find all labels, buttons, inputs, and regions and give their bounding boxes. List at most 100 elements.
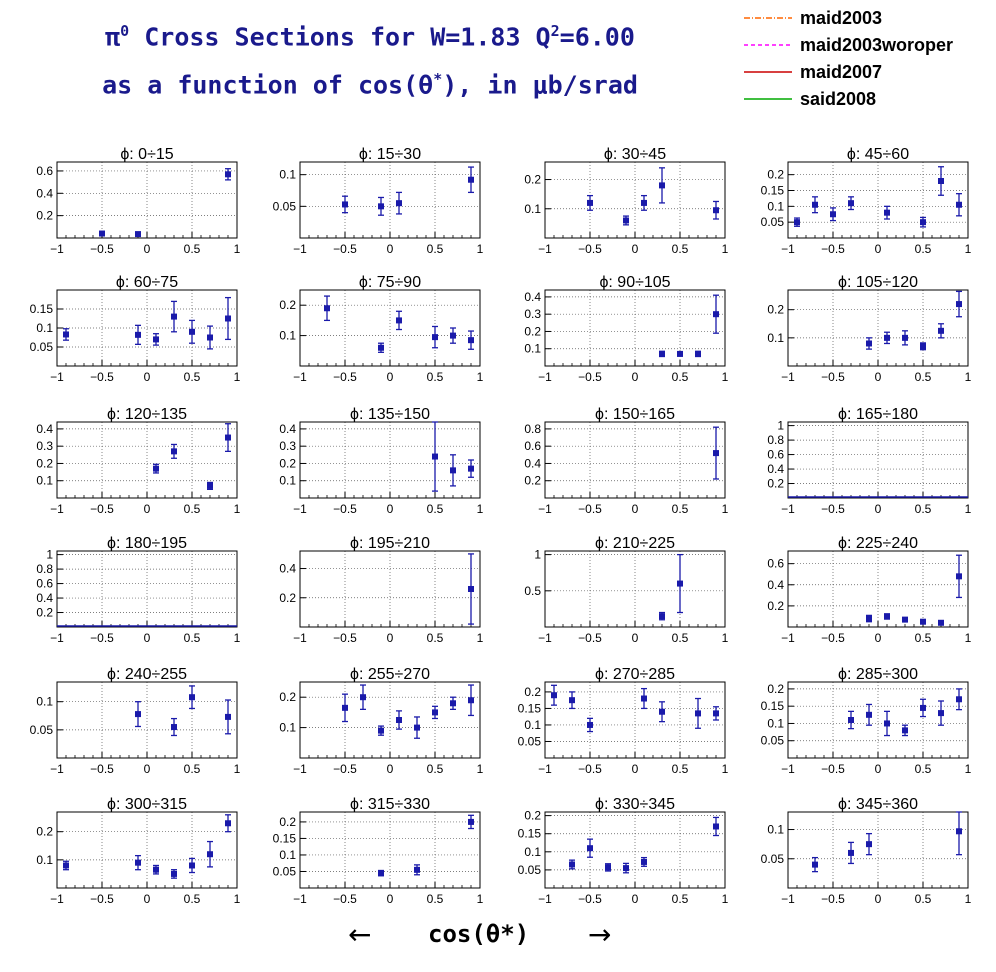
panel-title: ϕ: 75÷90 [359, 274, 421, 291]
x-tick-label: 0.5 [427, 502, 444, 516]
x-tick-label: −0.5 [821, 370, 845, 384]
x-tick-label: 0 [632, 370, 639, 384]
x-tick-label: 0 [632, 502, 639, 516]
data-point [135, 859, 141, 866]
panel-11: ϕ: 165÷180−1 −0.5 0 0.5 10.20.40.60.81 [767, 406, 971, 516]
y-tick-label: 0.15 [273, 831, 297, 845]
x-tick-label: −1 [50, 502, 64, 516]
panel-5: ϕ: 75÷90 −1 −0.5 0 0.5 1 0.1 0.2 [279, 274, 483, 384]
y-tick-label: 0.05 [30, 340, 54, 354]
y-tick-label: 0.1 [279, 721, 296, 735]
y-tick-label: 0.6 [767, 448, 784, 462]
x-tick-label: 1 [965, 502, 972, 516]
x-tick-label: 1 [722, 762, 729, 776]
data-point [713, 207, 719, 214]
data-point [920, 618, 926, 625]
x-tick-label: 0 [144, 762, 151, 776]
data-point [360, 694, 366, 701]
y-tick-label: 0.15 [518, 827, 542, 841]
y-tick-label: 0.1 [36, 695, 53, 709]
y-tick-label: 0.05 [761, 734, 785, 748]
x-tick-label: 1 [234, 762, 241, 776]
panel-4: ϕ: 60÷75 −1 −0.5 0 0.5 1 0.05 0.1 0.15 [30, 274, 241, 384]
x-tick-label: −0.5 [578, 892, 602, 906]
y-tick-label: 0.2 [36, 456, 53, 470]
x-tick-label: 0.5 [915, 762, 932, 776]
data-point [902, 727, 908, 734]
y-tick-label: 1 [777, 419, 784, 433]
data-point [866, 340, 872, 347]
y-tick-label: 0.05 [30, 723, 54, 737]
y-tick-label: 0.15 [30, 302, 54, 316]
x-tick-label: −1 [293, 631, 307, 645]
data-point [848, 717, 854, 723]
y-tick-label: 0.2 [524, 685, 541, 699]
y-tick-label: 0.2 [767, 477, 784, 491]
panel-title: ϕ: 0÷15 [120, 146, 173, 163]
legend-entry-3: said2008 [744, 87, 994, 114]
x-tick-label: 0 [144, 502, 151, 516]
panel-9: ϕ: 135÷150 −1 −0.5 0 0.5 1 0.1 0.2 0.3 0.4 [279, 406, 483, 516]
x-tick-label: 0 [387, 892, 394, 906]
x-tick-label: −1 [538, 370, 552, 384]
panel-14: ϕ: 210÷225 −1 −0.5 0 0.5 1 0.5 1 [524, 535, 728, 645]
data-point [135, 331, 141, 338]
x-tick-label: −1 [293, 892, 307, 906]
x-tick-label: 0 [632, 892, 639, 906]
data-point [153, 465, 159, 472]
x-tick-label: −0.5 [821, 631, 845, 645]
data-point [342, 704, 348, 711]
data-point [623, 865, 629, 872]
x-tick-label: 0 [632, 242, 639, 256]
x-axis-caption: ← cos(θ*) → [340, 918, 640, 958]
y-tick-label: 0.5 [524, 584, 541, 598]
x-tick-label: 1 [477, 631, 484, 645]
legend-line-swatch-icon [744, 17, 792, 19]
x-tick-label: 1 [722, 502, 729, 516]
x-tick-label: 0 [144, 242, 151, 256]
x-tick-label: 0 [875, 631, 882, 645]
x-tick-label: −0.5 [90, 631, 114, 645]
panel-title: ϕ: 120÷135 [107, 406, 187, 423]
plot-frame [544, 550, 726, 628]
panel-18: ϕ: 270÷285 −1 −0.5 0 0.5 1 0.05 0.1 0.15 0.2 [518, 666, 729, 776]
x-tick-label: −0.5 [90, 370, 114, 384]
x-tick-label: −0.5 [578, 502, 602, 516]
legend-line-swatch-icon [744, 71, 792, 73]
data-point [587, 199, 593, 206]
data-point [551, 692, 557, 699]
legend-label: maid2003woroper [800, 35, 954, 55]
x-tick-label: 1 [722, 370, 729, 384]
y-tick-label: 0.3 [524, 307, 541, 321]
data-point [938, 327, 944, 334]
y-tick-label: 0.3 [36, 439, 53, 453]
y-tick-label: 0.2 [36, 606, 53, 620]
y-tick-label: 0.2 [279, 690, 296, 704]
data-point [623, 217, 629, 224]
x-tick-label: 0 [144, 892, 151, 906]
y-tick-label: 0.1 [36, 321, 53, 335]
x-tick-label: −1 [781, 502, 795, 516]
y-tick-label: 0.4 [524, 456, 541, 470]
x-tick-label: 1 [722, 631, 729, 645]
data-point [641, 858, 647, 865]
data-point [848, 849, 854, 856]
data-point [189, 862, 195, 869]
x-tick-label: −1 [538, 762, 552, 776]
x-tick-label: 0.5 [915, 370, 932, 384]
data-point [189, 328, 195, 335]
x-tick-label: 0 [875, 502, 882, 516]
x-tick-label: −1 [293, 370, 307, 384]
data-point [956, 301, 962, 308]
panel-title: ϕ: 240÷255 [107, 666, 187, 683]
y-tick-label: 0.05 [761, 215, 785, 229]
data-point [920, 704, 926, 711]
plot-frame [787, 421, 969, 499]
panel-13: ϕ: 195÷210 −1 −0.5 0 0.5 1 0.2 0.4 [279, 535, 483, 645]
y-tick-label: 0.1 [279, 848, 296, 862]
x-tick-label: −1 [538, 502, 552, 516]
data-point [396, 317, 402, 324]
panel-8: ϕ: 120÷135 −1 −0.5 0 0.5 1 0.1 0.2 0.3 0.4 [36, 406, 240, 516]
y-tick-label: 1 [534, 548, 541, 562]
